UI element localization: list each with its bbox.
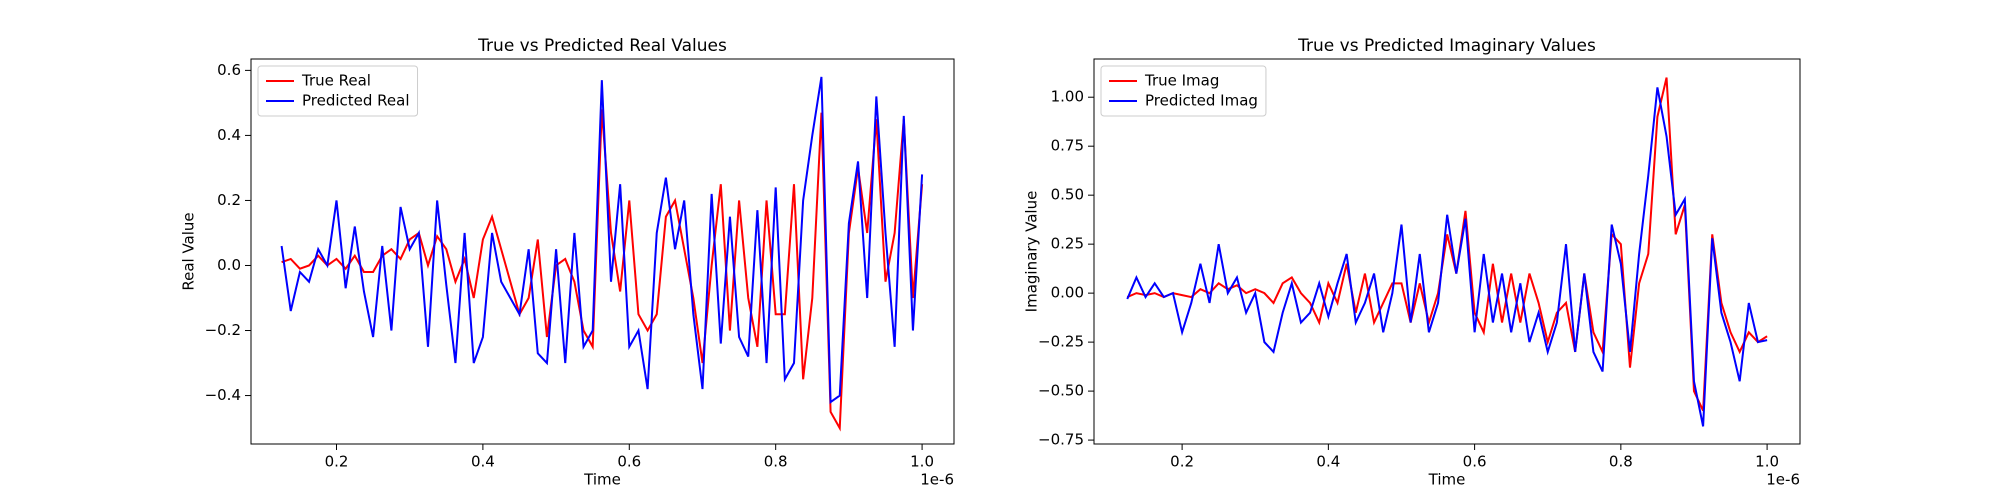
data-line (280, 76, 924, 404)
y-tick-label: 0.25 (1051, 235, 1084, 253)
y-tick-label: −0.2 (205, 321, 241, 339)
y-tick-label: 0.6 (217, 61, 241, 79)
y-tick-label: 0.4 (217, 126, 241, 144)
x-tick-label: 0.2 (1170, 453, 1194, 471)
chart-title: True vs Predicted Real Values (477, 36, 727, 56)
legend-label: Predicted Real (302, 92, 410, 110)
y-axis-label: Imaginary Value (1023, 191, 1041, 313)
y-tick-label: −0.4 (205, 386, 241, 404)
x-tick-label: 1.0 (1755, 453, 1779, 471)
y-tick-label: 0.50 (1051, 186, 1084, 204)
x-offset-label: 1e-6 (920, 471, 954, 489)
plot-frame (250, 58, 955, 445)
plot-frame (1093, 58, 1801, 445)
legend-label: Predicted Imag (1145, 92, 1258, 110)
y-tick-label: 0.00 (1051, 284, 1084, 302)
x-offset-label: 1e-6 (1766, 471, 1800, 489)
x-tick-label: 0.8 (764, 453, 788, 471)
x-tick-label: 0.2 (325, 453, 349, 471)
subplot: 0.2 0.4 0.6 0.8 1.0 −0.4 −0.2 0.0 0.2 0.4 0.6 True … (180, 36, 955, 489)
legend (1100, 65, 1267, 117)
x-axis-label: Time (1428, 471, 1466, 489)
y-tick-label: −0.50 (1038, 382, 1084, 400)
chart-title: True vs Predicted Imaginary Values (1297, 36, 1596, 56)
y-tick-label: 1.00 (1051, 88, 1084, 106)
y-tick-label: 0.0 (217, 256, 241, 274)
x-tick-label: 0.6 (1463, 453, 1487, 471)
y-tick-label: 0.2 (217, 191, 241, 209)
y-tick-label: −0.75 (1038, 431, 1084, 449)
x-tick-label: 0.4 (1316, 453, 1340, 471)
x-axis-label: Time (583, 471, 621, 489)
data-line (1126, 87, 1768, 427)
x-tick-label: 0.4 (471, 453, 495, 471)
y-tick-label: −0.25 (1038, 333, 1084, 351)
legend-label: True Imag (1144, 72, 1219, 90)
x-tick-label: 0.8 (1609, 453, 1633, 471)
subplot: 0.2 0.4 0.6 0.8 1.0 −0.75 −0.50 −0.25 0.00 0.25 0.… (1023, 36, 1801, 489)
legend (257, 65, 419, 117)
x-tick-label: 0.6 (617, 453, 641, 471)
data-line (281, 109, 924, 432)
legend-label: True Real (301, 72, 371, 90)
y-tick-label: 0.75 (1051, 137, 1084, 155)
y-axis-label: Real Value (180, 212, 198, 290)
plot-area (1094, 59, 1800, 444)
x-tick-label: 1.0 (910, 453, 934, 471)
